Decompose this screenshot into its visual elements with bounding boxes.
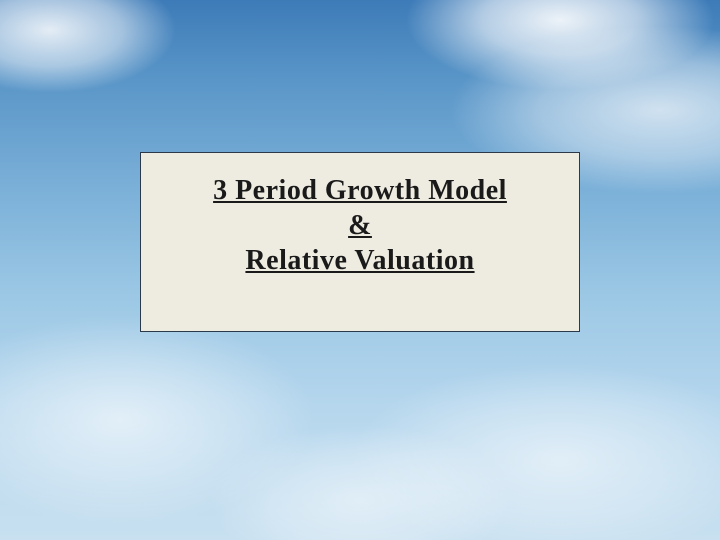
title-line-1: 3 Period Growth Model	[213, 173, 507, 208]
title-box: 3 Period Growth Model & Relative Valuati…	[140, 152, 580, 332]
title-line-3: Relative Valuation	[245, 243, 474, 278]
slide: 3 Period Growth Model & Relative Valuati…	[0, 0, 720, 540]
title-line-2: &	[348, 208, 372, 243]
